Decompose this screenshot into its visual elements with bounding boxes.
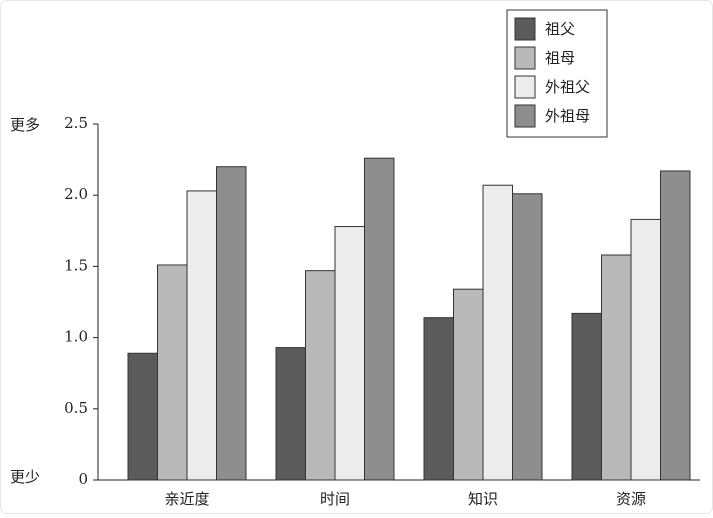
bar [630, 218, 661, 481]
y-tick-label: 2.5 [64, 114, 88, 132]
bar [275, 347, 306, 481]
bar [186, 190, 217, 481]
legend-swatch [514, 75, 536, 99]
bar [423, 317, 454, 481]
y-tick-label: 1.5 [64, 256, 88, 274]
bar [305, 270, 336, 481]
x-tick-label: 知识 [468, 490, 498, 508]
x-tick-label: 时间 [320, 490, 350, 508]
bar [601, 254, 632, 481]
y-top-label: 更多 [10, 116, 40, 134]
legend-label: 祖母 [545, 49, 575, 67]
legend-label: 祖父 [545, 20, 575, 38]
bar [334, 226, 365, 481]
legend-swatch [514, 17, 536, 41]
y-bottom-label: 更少 [10, 468, 40, 486]
y-tick-label: 1.0 [64, 328, 88, 346]
legend-label: 外祖父 [545, 78, 590, 96]
legend-swatch [514, 46, 536, 70]
bar [216, 166, 247, 481]
y-tick-label: 0.5 [64, 399, 88, 417]
bar [482, 184, 513, 481]
bar [364, 157, 395, 481]
bar [127, 352, 158, 481]
x-tick-label: 资源 [616, 490, 646, 508]
y-tick-label: 0 [78, 470, 88, 488]
bar [453, 288, 484, 481]
legend-label: 外祖母 [545, 107, 590, 125]
bar [660, 170, 691, 481]
x-tick-label: 亲近度 [164, 490, 209, 508]
bar [512, 193, 543, 481]
bar [571, 312, 602, 481]
legend-swatch [514, 104, 536, 128]
y-tick-label: 2.0 [64, 185, 88, 203]
bar [157, 264, 188, 481]
